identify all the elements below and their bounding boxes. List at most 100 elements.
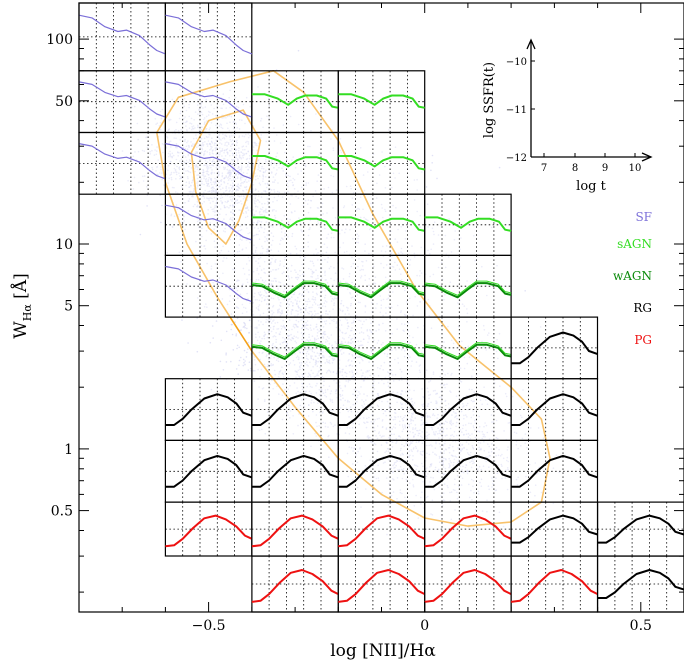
cloud-point (201, 174, 204, 176)
cloud-point (230, 217, 232, 219)
cloud-point (169, 174, 171, 176)
cloud-point (175, 121, 178, 124)
cloud-point (213, 160, 216, 163)
cloud-point (156, 146, 158, 148)
cloud-point (195, 240, 197, 243)
ssfr-cell (78, 70, 167, 134)
cloud-point (227, 179, 230, 181)
cloud-point (263, 214, 266, 217)
cloud-point (185, 170, 187, 172)
cloud-point (189, 184, 192, 187)
cloud-point (197, 174, 200, 176)
cloud-point (242, 364, 245, 367)
cloud-point (264, 182, 267, 185)
cloud-point (267, 203, 270, 206)
cloud-point (281, 196, 284, 198)
cloud-point (249, 241, 251, 244)
cloud-point (275, 155, 278, 158)
cloud-point (202, 171, 205, 174)
cloud-point (249, 175, 251, 177)
cloud-point (254, 234, 256, 237)
cloud-point (260, 117, 263, 120)
cloud-point (206, 151, 208, 153)
cloud-point (209, 127, 211, 129)
cloud-point (219, 376, 222, 378)
cloud-point (245, 239, 248, 241)
cloud-point (185, 163, 188, 166)
cloud-point (240, 168, 243, 170)
cloud-point (258, 201, 261, 203)
ssfr-cell (596, 501, 684, 557)
cloud-point (236, 176, 239, 178)
cloud-point (195, 165, 197, 168)
cloud-point (257, 160, 259, 162)
cloud-point (213, 190, 215, 192)
y-tick-label: 5 (64, 299, 73, 315)
cloud-point (151, 149, 153, 152)
cloud-point (167, 182, 169, 184)
ssfr-cell (251, 439, 339, 503)
cloud-point (209, 111, 211, 114)
cloud-point (203, 150, 206, 153)
cloud-point (197, 109, 200, 111)
cloud-point (231, 158, 233, 161)
cloud-point (249, 367, 252, 370)
cloud-point (229, 198, 232, 201)
cloud-point (259, 210, 261, 213)
cloud-point (185, 181, 188, 184)
cloud-point (225, 257, 228, 260)
cloud-point (206, 161, 209, 163)
cloud-point (198, 174, 201, 177)
cloud-point (190, 145, 193, 147)
cloud-point (225, 213, 227, 216)
cloud-point (213, 144, 216, 146)
cloud-point (257, 177, 259, 180)
cloud-point (323, 401, 325, 403)
cloud-point (287, 185, 289, 188)
cloud-point (197, 215, 200, 217)
cloud-point (229, 121, 231, 123)
cloud-point (265, 208, 267, 210)
cloud-point (194, 127, 196, 129)
cloud-point (203, 245, 206, 247)
cloud-point (225, 189, 228, 192)
cloud-point (253, 221, 255, 224)
cloud-point (166, 137, 169, 139)
cloud-point (221, 175, 224, 178)
cloud-point (188, 182, 191, 185)
cloud-point (194, 170, 196, 173)
cloud-point (279, 225, 282, 228)
cloud-point (197, 166, 199, 169)
cloud-point (203, 175, 205, 178)
cloud-point (289, 252, 292, 255)
cloud-point (237, 183, 239, 185)
cloud-point (161, 143, 164, 145)
cloud-point (259, 184, 262, 186)
cloud-point (166, 135, 168, 138)
cloud-point (431, 154, 434, 157)
cloud-point (173, 186, 175, 189)
ssfr-cell (164, 193, 253, 256)
ssfr-cell (337, 555, 426, 613)
cloud-point (217, 191, 220, 193)
cloud-point (258, 175, 261, 177)
cloud-point (207, 78, 209, 81)
cloud-point (225, 352, 227, 355)
cloud-point (209, 149, 211, 151)
cloud-point (252, 146, 255, 148)
cloud-point (186, 141, 188, 144)
cloud-point (205, 120, 208, 122)
cloud-point (223, 204, 226, 207)
cloud-point (327, 426, 329, 428)
cloud-point (200, 219, 202, 222)
cloud-point (133, 105, 136, 108)
cloud-point (184, 138, 186, 141)
cloud-point (246, 351, 248, 354)
cloud-point (223, 158, 226, 160)
cloud-point (169, 118, 172, 121)
cloud-point (245, 212, 248, 214)
cloud-point (221, 201, 223, 204)
cloud-point (195, 164, 197, 166)
cloud-point (265, 140, 268, 143)
cloud-point (201, 227, 203, 230)
